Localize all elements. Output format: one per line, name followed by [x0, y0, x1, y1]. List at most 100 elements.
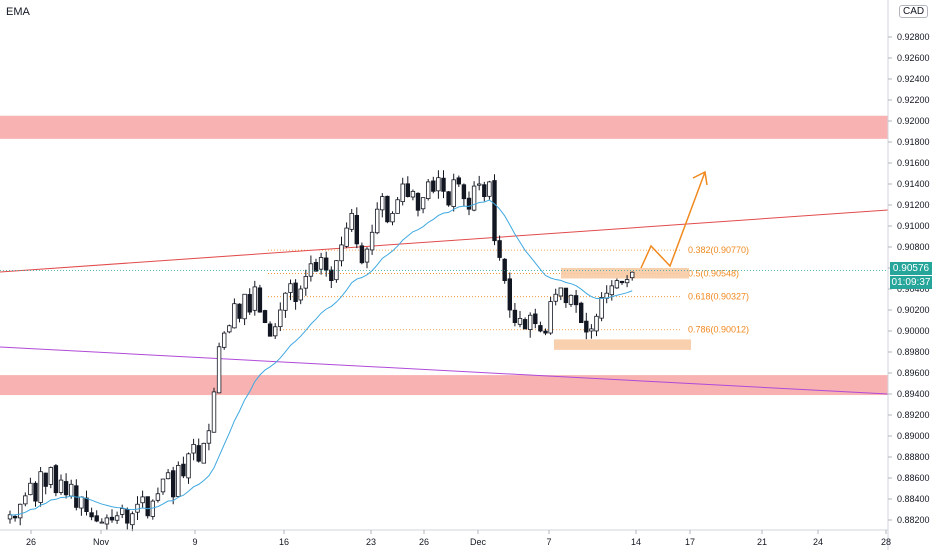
candle[interactable] — [94, 515, 99, 522]
candle[interactable] — [145, 496, 150, 517]
candle[interactable] — [568, 294, 574, 305]
candle[interactable] — [415, 192, 421, 211]
candle[interactable] — [120, 508, 125, 515]
fib-zone-box[interactable] — [561, 268, 689, 279]
candle[interactable] — [201, 442, 206, 464]
candle[interactable] — [191, 443, 196, 454]
candle[interactable] — [451, 179, 456, 207]
candle[interactable] — [619, 280, 625, 284]
candle[interactable] — [176, 464, 181, 497]
candle[interactable] — [323, 257, 329, 271]
projection-path[interactable] — [640, 171, 706, 269]
candle[interactable] — [538, 325, 543, 332]
candle[interactable] — [395, 199, 400, 214]
candle[interactable] — [48, 467, 53, 485]
candle[interactable] — [476, 183, 482, 186]
candle[interactable] — [12, 515, 18, 519]
candle[interactable] — [533, 313, 538, 325]
candle[interactable] — [369, 231, 375, 251]
candle[interactable] — [221, 332, 227, 348]
candle[interactable] — [390, 212, 395, 223]
candle[interactable] — [313, 262, 319, 272]
candle[interactable] — [522, 319, 528, 330]
resistance-zone[interactable] — [0, 115, 888, 139]
candle[interactable] — [420, 197, 426, 210]
candle[interactable] — [43, 472, 48, 487]
candle[interactable] — [272, 326, 278, 337]
candle[interactable] — [283, 292, 288, 311]
candle[interactable] — [624, 279, 630, 284]
candle[interactable] — [109, 516, 115, 521]
candle[interactable] — [471, 185, 477, 211]
candle[interactable] — [237, 303, 242, 319]
candle[interactable] — [594, 315, 599, 332]
candle[interactable] — [288, 283, 293, 293]
candle[interactable] — [308, 263, 314, 277]
candle[interactable] — [303, 275, 308, 289]
candle[interactable] — [579, 302, 584, 323]
candle[interactable] — [242, 293, 247, 320]
candle[interactable] — [140, 496, 145, 504]
candle[interactable] — [211, 391, 217, 433]
candle[interactable] — [89, 512, 94, 518]
candle[interactable] — [405, 183, 410, 198]
candle[interactable] — [553, 293, 558, 302]
candle[interactable] — [589, 328, 594, 332]
currency-badge[interactable]: CAD — [899, 5, 929, 18]
candle[interactable] — [135, 503, 140, 513]
candle[interactable] — [349, 212, 354, 230]
candle[interactable] — [364, 248, 370, 263]
candle[interactable] — [609, 285, 614, 296]
candle[interactable] — [79, 496, 84, 509]
candle[interactable] — [99, 521, 104, 524]
trendline-descending[interactable] — [0, 346, 889, 395]
candle[interactable] — [38, 471, 43, 503]
candle[interactable] — [28, 482, 33, 496]
fib-zone-box[interactable] — [554, 339, 691, 350]
candle[interactable] — [573, 295, 579, 306]
candle[interactable] — [196, 445, 201, 462]
candle[interactable] — [441, 177, 446, 192]
candle[interactable] — [354, 215, 359, 245]
candle[interactable] — [410, 190, 416, 198]
candle[interactable] — [344, 227, 349, 247]
candle[interactable] — [543, 330, 548, 334]
candle[interactable] — [181, 463, 186, 477]
candle[interactable] — [482, 184, 487, 198]
candle[interactable] — [563, 287, 569, 304]
candle[interactable] — [114, 515, 120, 521]
candle[interactable] — [53, 465, 59, 494]
candle[interactable] — [614, 280, 620, 289]
candle[interactable] — [7, 514, 13, 520]
candle[interactable] — [497, 240, 502, 258]
candle[interactable] — [150, 500, 155, 517]
candle[interactable] — [558, 287, 563, 297]
candle[interactable] — [267, 323, 273, 337]
candle[interactable] — [446, 191, 451, 206]
candle[interactable] — [492, 180, 497, 242]
candle[interactable] — [58, 479, 64, 493]
candle[interactable] — [548, 301, 553, 334]
candle[interactable] — [186, 453, 191, 479]
candle[interactable] — [170, 470, 176, 498]
candle[interactable] — [584, 320, 589, 333]
candle[interactable] — [130, 513, 135, 526]
candle[interactable] — [252, 286, 257, 311]
candle[interactable] — [318, 257, 324, 270]
candle[interactable] — [487, 181, 492, 197]
candle[interactable] — [63, 481, 69, 496]
candle[interactable] — [425, 181, 431, 199]
trendline-ascending[interactable] — [0, 209, 889, 273]
plot-area[interactable] — [0, 0, 888, 530]
candle[interactable] — [339, 244, 344, 262]
candle[interactable] — [298, 288, 303, 301]
ema-line[interactable] — [9, 199, 633, 516]
candle[interactable] — [155, 493, 161, 501]
candle[interactable] — [206, 430, 212, 444]
candle[interactable] — [23, 495, 28, 505]
candle[interactable] — [227, 325, 232, 333]
candle[interactable] — [329, 269, 334, 281]
candle[interactable] — [599, 296, 604, 319]
candle[interactable] — [278, 309, 283, 328]
